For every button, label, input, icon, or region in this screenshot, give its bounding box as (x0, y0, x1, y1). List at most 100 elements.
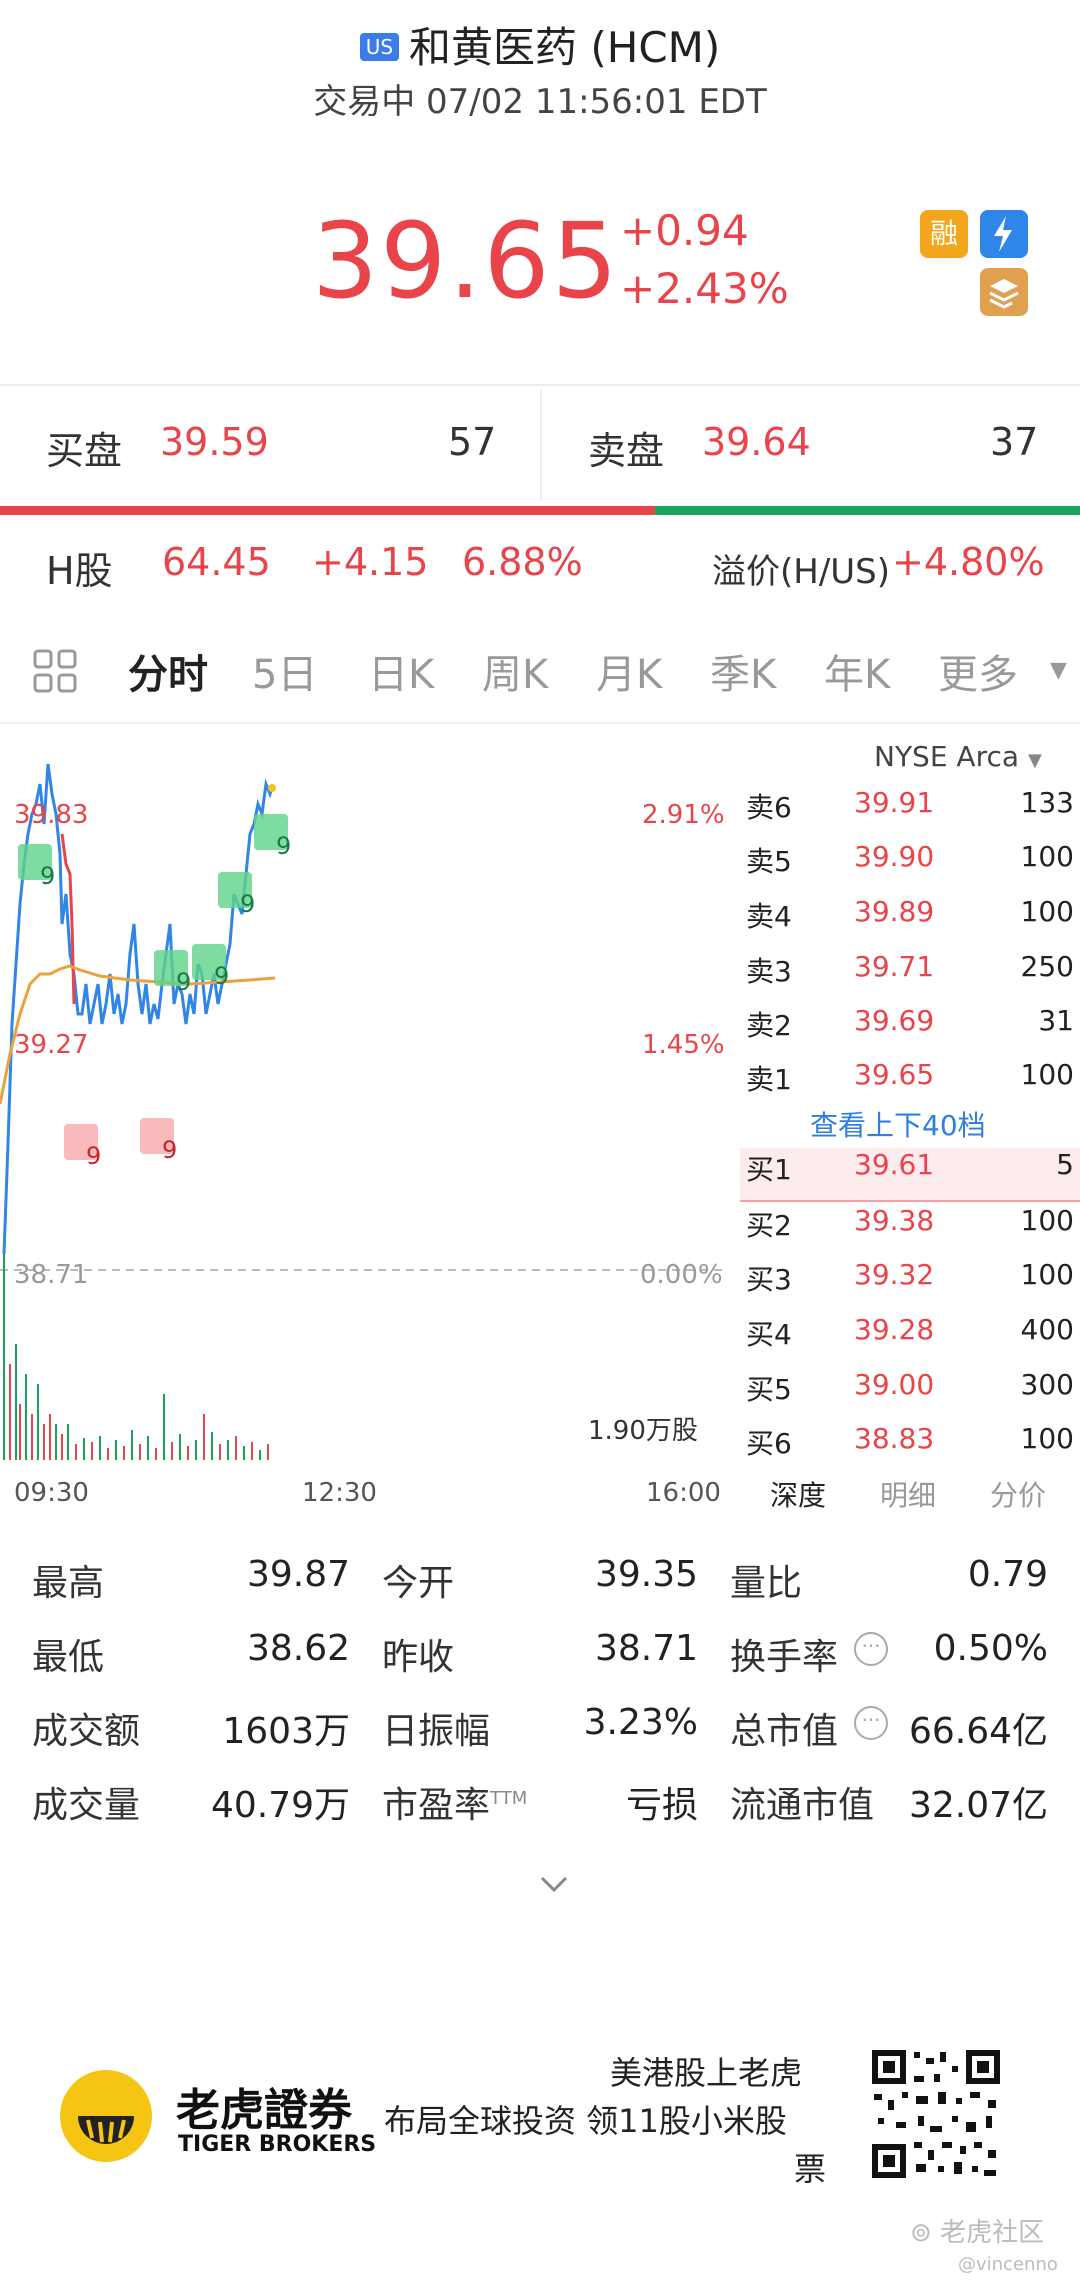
view-40-levels-link[interactable]: 查看上下40档 (810, 1109, 986, 1142)
price-line (2, 763, 274, 1255)
level-size: 100 (1020, 1422, 1074, 1455)
stat-label: 最低 (32, 1637, 105, 1678)
level-price: 39.69 (854, 1004, 935, 1037)
volume-label: 1.90万股 (588, 1416, 698, 1446)
tab-quarterly-k[interactable]: 季K (710, 652, 777, 698)
grid-menu-icon[interactable] (32, 648, 80, 700)
level-label: 买5 (746, 1373, 792, 1406)
tab-yearly-k[interactable]: 年K (824, 652, 891, 698)
stat-value: 66.64亿 (908, 1711, 1048, 1752)
stat-label: 成交额 (32, 1711, 141, 1752)
level-size: 300 (1020, 1368, 1074, 1401)
premium-label: 溢价(H/US) (712, 552, 891, 592)
stat-value: 0.79 (967, 1554, 1048, 1595)
chevron-down-icon[interactable]: ▼ (1050, 658, 1067, 683)
tab-weekly-k[interactable]: 周K (482, 652, 549, 698)
ask-row-2: 卖2 39.69 31 (740, 1004, 1080, 1058)
last-price: 39.65 (312, 200, 620, 322)
slogan-2: 布局全球投资 领11股小米股 (384, 2102, 787, 2140)
bid-row-6: 买6 38.83 100 (740, 1422, 1080, 1476)
stat-label: 成交量 (32, 1785, 141, 1826)
brand-cn: 老虎證券 (176, 2085, 352, 2136)
bid-row-2: 买2 39.38 100 (740, 1204, 1080, 1258)
watermark-logo-icon: ⊚ (910, 2218, 932, 2248)
pe-label: 市盈率 (382, 1785, 491, 1826)
margin-badge[interactable]: 融 (920, 210, 968, 258)
stat-label: 昨收 (382, 1637, 455, 1678)
stat-value: 亏损 (625, 1785, 698, 1826)
level-price: 39.91 (854, 786, 935, 819)
td-marker-red-1: 9 (86, 1142, 102, 1170)
info-icon[interactable]: ··· (854, 1706, 888, 1740)
exchange-selector[interactable]: NYSE Arca ▼ (874, 740, 1042, 773)
level-label: 买6 (746, 1427, 792, 1460)
level-size: 100 (1020, 895, 1074, 928)
ask-label: 卖盘 (588, 429, 665, 473)
ask-size: 37 (990, 420, 1039, 464)
price-line-down (60, 833, 76, 1005)
stat-label: 市盈率TTM (382, 1776, 527, 1828)
tab-monthly-k[interactable]: 月K (596, 652, 663, 698)
level-size: 100 (1020, 1204, 1074, 1237)
bid-row-3: 买3 39.32 100 (740, 1258, 1080, 1312)
ask-row-5: 卖5 39.90 100 (740, 840, 1080, 894)
stack-icon[interactable] (980, 268, 1028, 316)
level-price: 39.61 (854, 1148, 935, 1181)
level-price: 39.32 (854, 1258, 935, 1291)
avg-line (0, 964, 276, 1105)
tab-details[interactable]: 明细 (880, 1479, 937, 1512)
stat-label: 换手率 (730, 1637, 839, 1678)
h-share-pct: 6.88% (462, 540, 583, 584)
chart-pct-top: 2.91% (642, 800, 725, 830)
tab-5day[interactable]: 5日 (252, 652, 318, 698)
h-share-label: H股 (46, 549, 113, 593)
level-size: 100 (1020, 1058, 1074, 1091)
bid-ratio-bar (0, 506, 655, 515)
lightning-icon[interactable] (980, 210, 1028, 258)
ask-ratio-bar (655, 506, 1080, 515)
level-size: 400 (1020, 1313, 1074, 1346)
tab-price-dist[interactable]: 分价 (990, 1479, 1047, 1512)
stat-value: 32.07亿 (908, 1785, 1048, 1826)
level-size: 31 (1038, 1004, 1074, 1037)
level-size: 5 (1056, 1148, 1074, 1181)
stat-label: 总市值 (730, 1711, 839, 1752)
ttm-sup: TTM (490, 1788, 528, 1809)
tab-depth[interactable]: 深度 (770, 1479, 827, 1512)
level-label: 卖6 (746, 791, 792, 824)
level-size: 100 (1020, 1258, 1074, 1291)
bid-price: 39.59 (160, 420, 269, 464)
time-end: 16:00 (646, 1478, 721, 1508)
bid-row-1: 买1 39.61 5 (740, 1148, 1080, 1202)
ask-row-6: 卖6 39.91 133 (740, 786, 1080, 840)
tab-intraday[interactable]: 分时 (128, 652, 208, 698)
td-marker-5: 9 (40, 862, 56, 890)
watermark: ⊚ 老虎社区 (910, 2212, 1044, 2249)
level-label: 卖5 (746, 845, 792, 878)
trading-status: 交易中 07/02 11:56:01 EDT (313, 82, 767, 122)
stat-label: 今开 (382, 1563, 455, 1604)
tab-more[interactable]: 更多 (938, 652, 1018, 698)
level-label: 买3 (746, 1263, 792, 1296)
last-price-dot (268, 784, 276, 792)
info-icon[interactable]: ··· (854, 1632, 888, 1666)
expand-chevron-icon[interactable] (536, 1872, 572, 1900)
volume-bars (3, 1254, 269, 1460)
level-price: 39.90 (854, 840, 935, 873)
intraday-chart[interactable] (0, 724, 740, 1484)
tab-daily-k[interactable]: 日K (368, 652, 435, 698)
time-start: 09:30 (14, 1478, 89, 1508)
stock-title: US 和黄医药 (HCM) (0, 14, 1080, 75)
level-label: 卖4 (746, 900, 792, 933)
ask-row-4: 卖4 39.89 100 (740, 895, 1080, 949)
level-label: 卖3 (746, 955, 792, 988)
exchange-label: NYSE Arca (874, 740, 1020, 773)
chart-mid-label: 39.27 (14, 1030, 89, 1060)
level-price: 39.65 (854, 1058, 935, 1091)
level-size: 250 (1020, 950, 1074, 983)
level-size: 133 (1020, 786, 1074, 819)
green-markers (18, 814, 288, 986)
stat-value: 39.87 (246, 1554, 350, 1595)
stat-value: 1603万 (222, 1711, 350, 1752)
level-label: 买2 (746, 1209, 792, 1242)
